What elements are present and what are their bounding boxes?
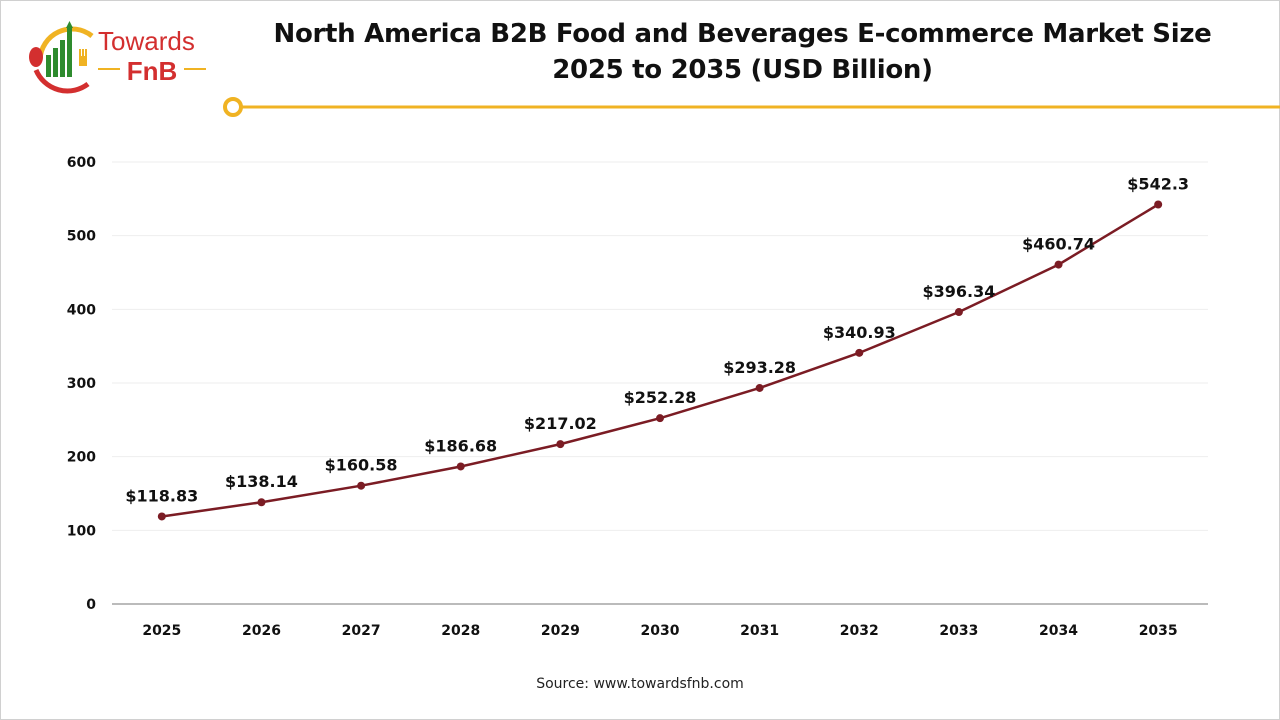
x-tick-label: 2034 bbox=[1039, 623, 1078, 639]
y-tick-label: 400 bbox=[67, 302, 96, 318]
data-label: $160.58 bbox=[325, 456, 398, 475]
y-tick-label: 500 bbox=[67, 229, 96, 245]
data-point bbox=[1154, 200, 1163, 209]
y-tick-label: 600 bbox=[67, 155, 96, 171]
data-label: $340.93 bbox=[823, 323, 896, 342]
x-tick-label: 2028 bbox=[441, 623, 480, 639]
data-label: $396.34 bbox=[922, 282, 995, 301]
title-line-1: North America B2B Food and Beverages E-c… bbox=[273, 19, 1212, 49]
logo-text-fnb: FnB bbox=[127, 56, 178, 86]
y-tick-label: 200 bbox=[67, 450, 96, 466]
source-note: Source: www.towardsfnb.com bbox=[536, 676, 744, 692]
data-point bbox=[456, 462, 465, 471]
x-tick-label: 2031 bbox=[740, 623, 779, 639]
data-label: $293.28 bbox=[723, 358, 796, 377]
data-label: $138.14 bbox=[225, 472, 298, 491]
x-tick-label: 2029 bbox=[541, 623, 580, 639]
data-point bbox=[157, 512, 166, 521]
x-tick-label: 2030 bbox=[641, 623, 680, 639]
data-point bbox=[257, 498, 266, 507]
data-point bbox=[855, 348, 864, 357]
data-point bbox=[755, 383, 764, 392]
y-tick-label: 0 bbox=[86, 597, 96, 613]
data-label: $460.74 bbox=[1022, 235, 1095, 254]
data-label: $252.28 bbox=[624, 388, 697, 407]
x-tick-label: 2027 bbox=[342, 623, 381, 639]
logo-icon bbox=[29, 21, 94, 94]
logo-text-towards: Towards bbox=[98, 26, 195, 56]
title-line-2: 2025 to 2035 (USD Billion) bbox=[552, 55, 933, 85]
x-tick-label: 2035 bbox=[1139, 623, 1178, 639]
x-tick-label: 2033 bbox=[939, 623, 978, 639]
data-label: $217.02 bbox=[524, 414, 597, 433]
y-tick-label: 300 bbox=[67, 376, 96, 392]
x-tick-label: 2025 bbox=[142, 623, 181, 639]
data-point bbox=[1054, 260, 1063, 269]
x-tick-label: 2026 bbox=[242, 623, 281, 639]
chart-title: North America B2B Food and Beverages E-c… bbox=[240, 16, 1245, 88]
series-line bbox=[161, 203, 1159, 518]
data-point bbox=[357, 481, 366, 490]
data-label: $542.3 bbox=[1127, 175, 1189, 194]
x-tick-label: 2032 bbox=[840, 623, 879, 639]
data-label: $118.83 bbox=[125, 486, 198, 505]
y-tick-label: 100 bbox=[67, 523, 96, 539]
data-label: $186.68 bbox=[424, 436, 497, 455]
data-point bbox=[954, 308, 963, 317]
data-point bbox=[556, 440, 565, 449]
data-point bbox=[656, 414, 664, 423]
